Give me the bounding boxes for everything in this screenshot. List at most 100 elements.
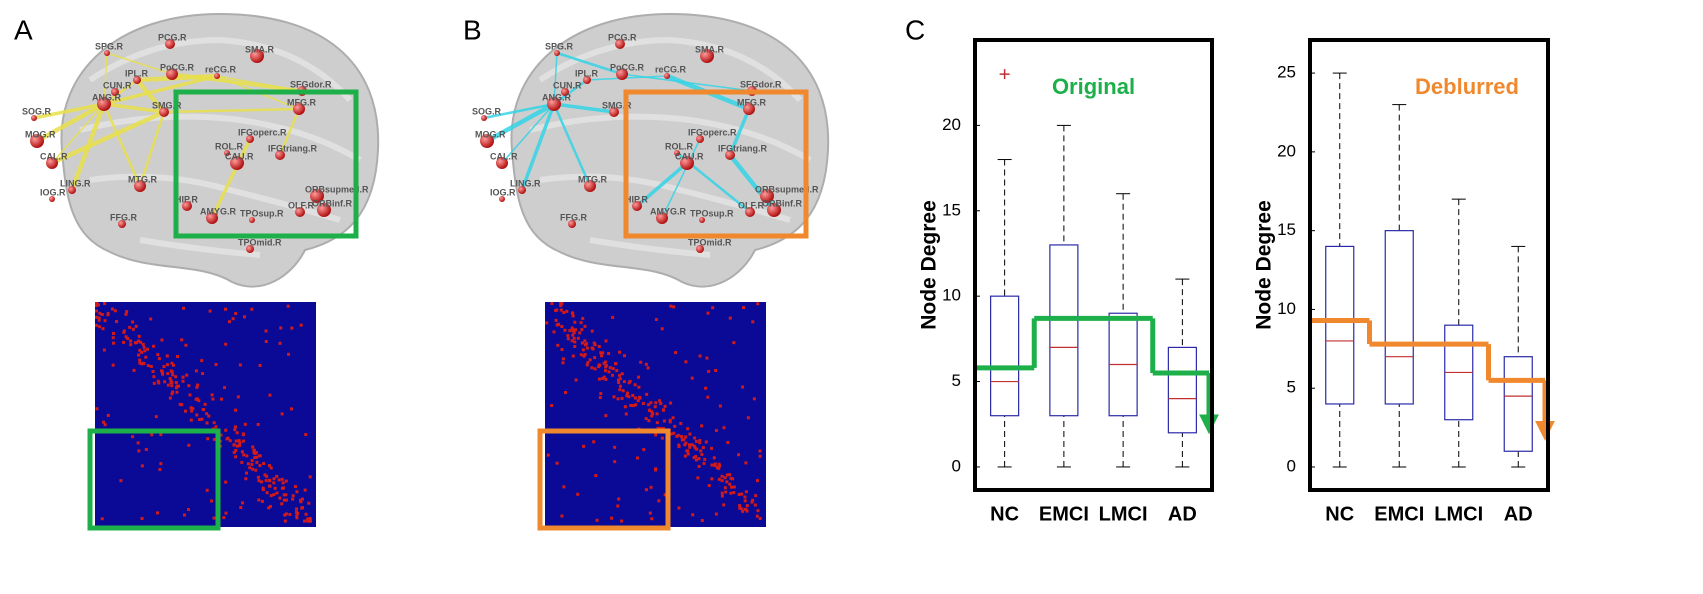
matrix-cell xyxy=(560,514,564,518)
matrix-cell xyxy=(236,444,240,448)
brain-label: FFG.R xyxy=(110,212,137,222)
matrix-cell xyxy=(280,477,284,481)
matrix-cell xyxy=(187,508,191,512)
brain-label: MFG.R xyxy=(287,97,316,107)
matrix-cell xyxy=(187,443,191,447)
matrix-cell xyxy=(234,455,238,459)
matrix-cell xyxy=(205,412,209,416)
matrix-cell xyxy=(724,490,728,494)
matrix-cell xyxy=(692,444,696,448)
brain-node xyxy=(481,115,487,121)
matrix-cell xyxy=(694,439,698,443)
matrix-cell xyxy=(668,420,672,424)
brain-edge xyxy=(635,161,689,208)
matrix-cell xyxy=(146,364,150,368)
matrix-cell xyxy=(690,376,694,380)
matrix-cell xyxy=(654,468,658,472)
matrix-cell xyxy=(592,440,596,444)
matrix-cell xyxy=(637,375,641,379)
matrix-cell xyxy=(232,450,236,454)
matrix-cell xyxy=(253,456,257,460)
brain-edge xyxy=(210,137,252,220)
matrix-cell xyxy=(227,320,231,324)
matrix-cell xyxy=(103,319,107,323)
brain-node xyxy=(165,39,175,49)
matrix-cell xyxy=(707,484,711,488)
matrix-cell xyxy=(758,449,762,453)
matrix-cell xyxy=(617,497,621,501)
brain-label: PCG.R xyxy=(608,32,637,42)
matrix-cell xyxy=(160,338,164,342)
matrix-cell xyxy=(756,509,760,513)
matrix-cell xyxy=(142,345,146,349)
matrix-cell xyxy=(697,457,701,461)
matrix-cell xyxy=(710,463,714,467)
matrix-cell xyxy=(599,351,603,355)
brain-node xyxy=(699,217,705,223)
matrix-cell xyxy=(607,351,611,355)
brain-edge xyxy=(134,77,167,115)
matrix-cell xyxy=(152,344,156,348)
matrix-cell xyxy=(655,412,659,416)
panel-label: B xyxy=(463,14,482,45)
matrix-cell xyxy=(560,348,564,352)
matrix-cell xyxy=(684,441,688,445)
brain-node xyxy=(609,107,619,117)
matrix-cell xyxy=(663,493,667,497)
matrix-cell xyxy=(723,476,727,480)
plot-frame xyxy=(1308,38,1550,492)
matrix-cell xyxy=(241,439,245,443)
matrix-cell xyxy=(738,504,742,508)
matrix-cell xyxy=(595,518,599,522)
matrix-cell xyxy=(658,426,662,430)
matrix-cell xyxy=(308,519,312,523)
matrix-cell xyxy=(241,433,245,437)
matrix-cell xyxy=(618,384,622,388)
matrix-cell xyxy=(245,471,249,475)
matrix-cell xyxy=(262,462,266,466)
matrix-cell xyxy=(615,369,619,373)
brain-label: HIP.R xyxy=(175,194,198,204)
matrix-cell xyxy=(601,351,605,355)
matrix-cell xyxy=(586,361,590,365)
matrix-cell xyxy=(256,475,260,479)
matrix-cell xyxy=(731,477,735,481)
matrix-cell xyxy=(592,341,596,345)
matrix-cell xyxy=(241,501,245,505)
brain-label: MOG.R xyxy=(475,129,506,139)
matrix-cell xyxy=(243,422,247,426)
matrix-cell xyxy=(579,321,583,325)
matrix-cell xyxy=(282,498,286,502)
matrix-cell xyxy=(260,499,264,503)
matrix-cell xyxy=(570,339,574,343)
brain-node xyxy=(583,76,591,84)
matrix-cell xyxy=(275,474,279,478)
matrix-cell xyxy=(181,379,185,383)
matrix-cell xyxy=(100,313,104,317)
matrix-cell xyxy=(295,514,299,518)
matrix-cell xyxy=(732,485,736,489)
brain-label: PoCG.R xyxy=(160,62,195,72)
matrix-cell xyxy=(280,412,284,416)
matrix-cell xyxy=(166,372,170,376)
matrix-cell xyxy=(647,408,651,412)
matrix xyxy=(545,302,766,527)
matrix-cell xyxy=(566,337,570,341)
matrix-cell xyxy=(278,496,282,500)
matrix-cell xyxy=(264,340,268,344)
brain-panels: SPG.R PCG.R SMA.R IPL.R PoCG.R reCG.R SFGdor.R… xyxy=(22,12,830,531)
matrix-cell xyxy=(720,479,724,483)
matrix-cell xyxy=(188,393,192,397)
matrix-cell xyxy=(290,326,294,330)
matrix-cell xyxy=(616,397,620,401)
matrix-cell xyxy=(651,412,655,416)
brain-label: SMA.R xyxy=(245,44,275,54)
matrix-cell xyxy=(692,456,696,460)
matrix-cell xyxy=(214,425,218,429)
matrix-cell xyxy=(580,341,584,345)
matrix-cell xyxy=(224,342,228,346)
matrix-cell xyxy=(624,412,628,416)
matrix-cell xyxy=(284,493,288,497)
brain-panel: SPG.R PCG.R SMA.R IPL.R PoCG.R reCG.R SFGdor.R… xyxy=(22,12,380,531)
